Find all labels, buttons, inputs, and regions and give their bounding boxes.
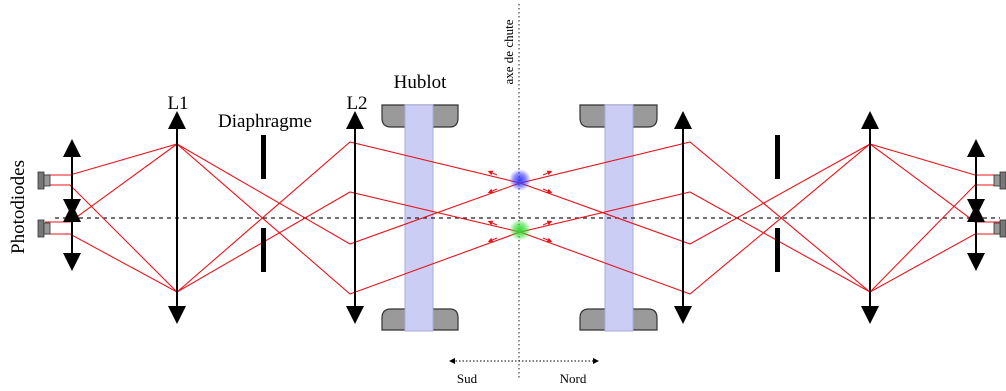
label-l1: L1 [167,93,188,114]
label-hublot: Hublot [394,72,448,93]
diaphragms [261,135,780,272]
photodiodes-left [37,171,51,238]
atom-cloud-top [509,169,531,191]
label-axe-de-chute: axe de chute [501,19,516,84]
atom-cloud-bottom [509,219,531,241]
label-l2: L2 [346,93,367,114]
label-photodiodes: Photodiodes [8,160,29,254]
lenses [63,111,985,324]
label-nord: Nord [560,371,587,386]
label-diaphragme: Diaphragme [218,111,312,132]
photodiodes-right [993,171,1006,238]
ray-direction-arrows [487,170,553,243]
label-sud: Sud [457,371,478,386]
